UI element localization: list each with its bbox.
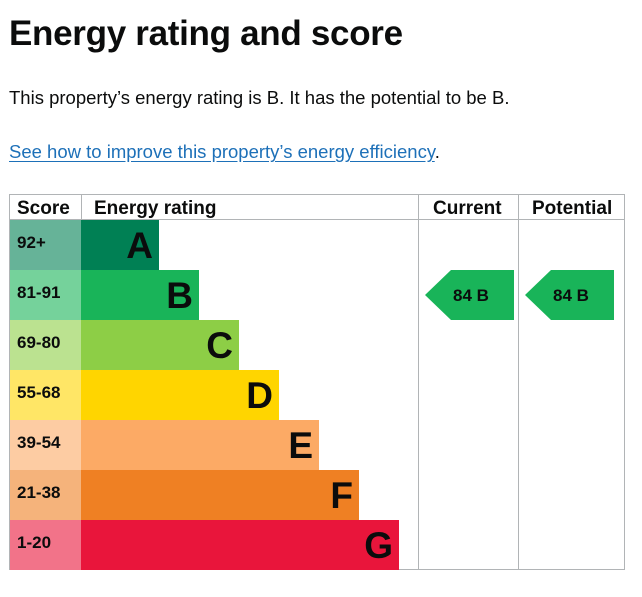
header-energy-rating: Energy rating (94, 198, 216, 219)
header-potential: Potential (532, 198, 612, 219)
potential-arrow (525, 270, 614, 320)
rating-letter-g: G (364, 525, 393, 566)
page-title: Energy rating and score (9, 14, 403, 53)
current-rating-label: 84 B (453, 286, 489, 305)
score-range-f: 21-38 (17, 483, 60, 502)
score-cell-c (10, 320, 81, 370)
score-cell-f (10, 470, 81, 520)
rating-bar-d (81, 370, 279, 420)
rating-bar-e (81, 420, 319, 470)
score-cell-g (10, 520, 81, 570)
score-range-a: 92+ (17, 233, 46, 252)
header-score: Score (17, 198, 70, 219)
rating-letter-c: C (206, 325, 233, 366)
rating-bar-b (81, 270, 199, 320)
rating-letter-a: A (126, 225, 153, 266)
rating-bar-c (81, 320, 239, 370)
link-suffix: . (434, 141, 440, 162)
improve-efficiency-link[interactable]: See how to improve this property’s energ… (9, 141, 435, 162)
header-current: Current (433, 198, 502, 219)
rating-bands: 92+ A 81-91 B 69-80 C 55-68 D 39-54 E 21-38 F 1-20 G (10, 220, 399, 570)
rating-arrows: 84 B 84 B (425, 270, 614, 320)
improve-link-line: See how to improve this property’s energ… (9, 140, 440, 164)
rating-letter-d: D (246, 375, 273, 416)
rating-letter-f: F (330, 475, 353, 516)
score-range-d: 55-68 (17, 383, 60, 402)
score-range-c: 69-80 (17, 333, 60, 352)
score-cell-d (10, 370, 81, 420)
score-range-e: 39-54 (17, 433, 61, 452)
rating-letter-e: E (288, 425, 313, 466)
rating-letter-b: B (166, 275, 193, 316)
score-range-b: 81-91 (17, 283, 60, 302)
rating-bar-g (81, 520, 399, 570)
score-range-g: 1-20 (17, 533, 51, 552)
score-cell-e (10, 420, 81, 470)
rating-bar-f (81, 470, 359, 520)
current-arrow (425, 270, 514, 320)
score-cell-a (10, 220, 81, 270)
potential-rating-label: 84 B (553, 286, 589, 305)
rating-bar-a (81, 220, 159, 270)
rating-summary: This property’s energy rating is B. It h… (9, 87, 510, 108)
score-cell-b (10, 270, 81, 320)
